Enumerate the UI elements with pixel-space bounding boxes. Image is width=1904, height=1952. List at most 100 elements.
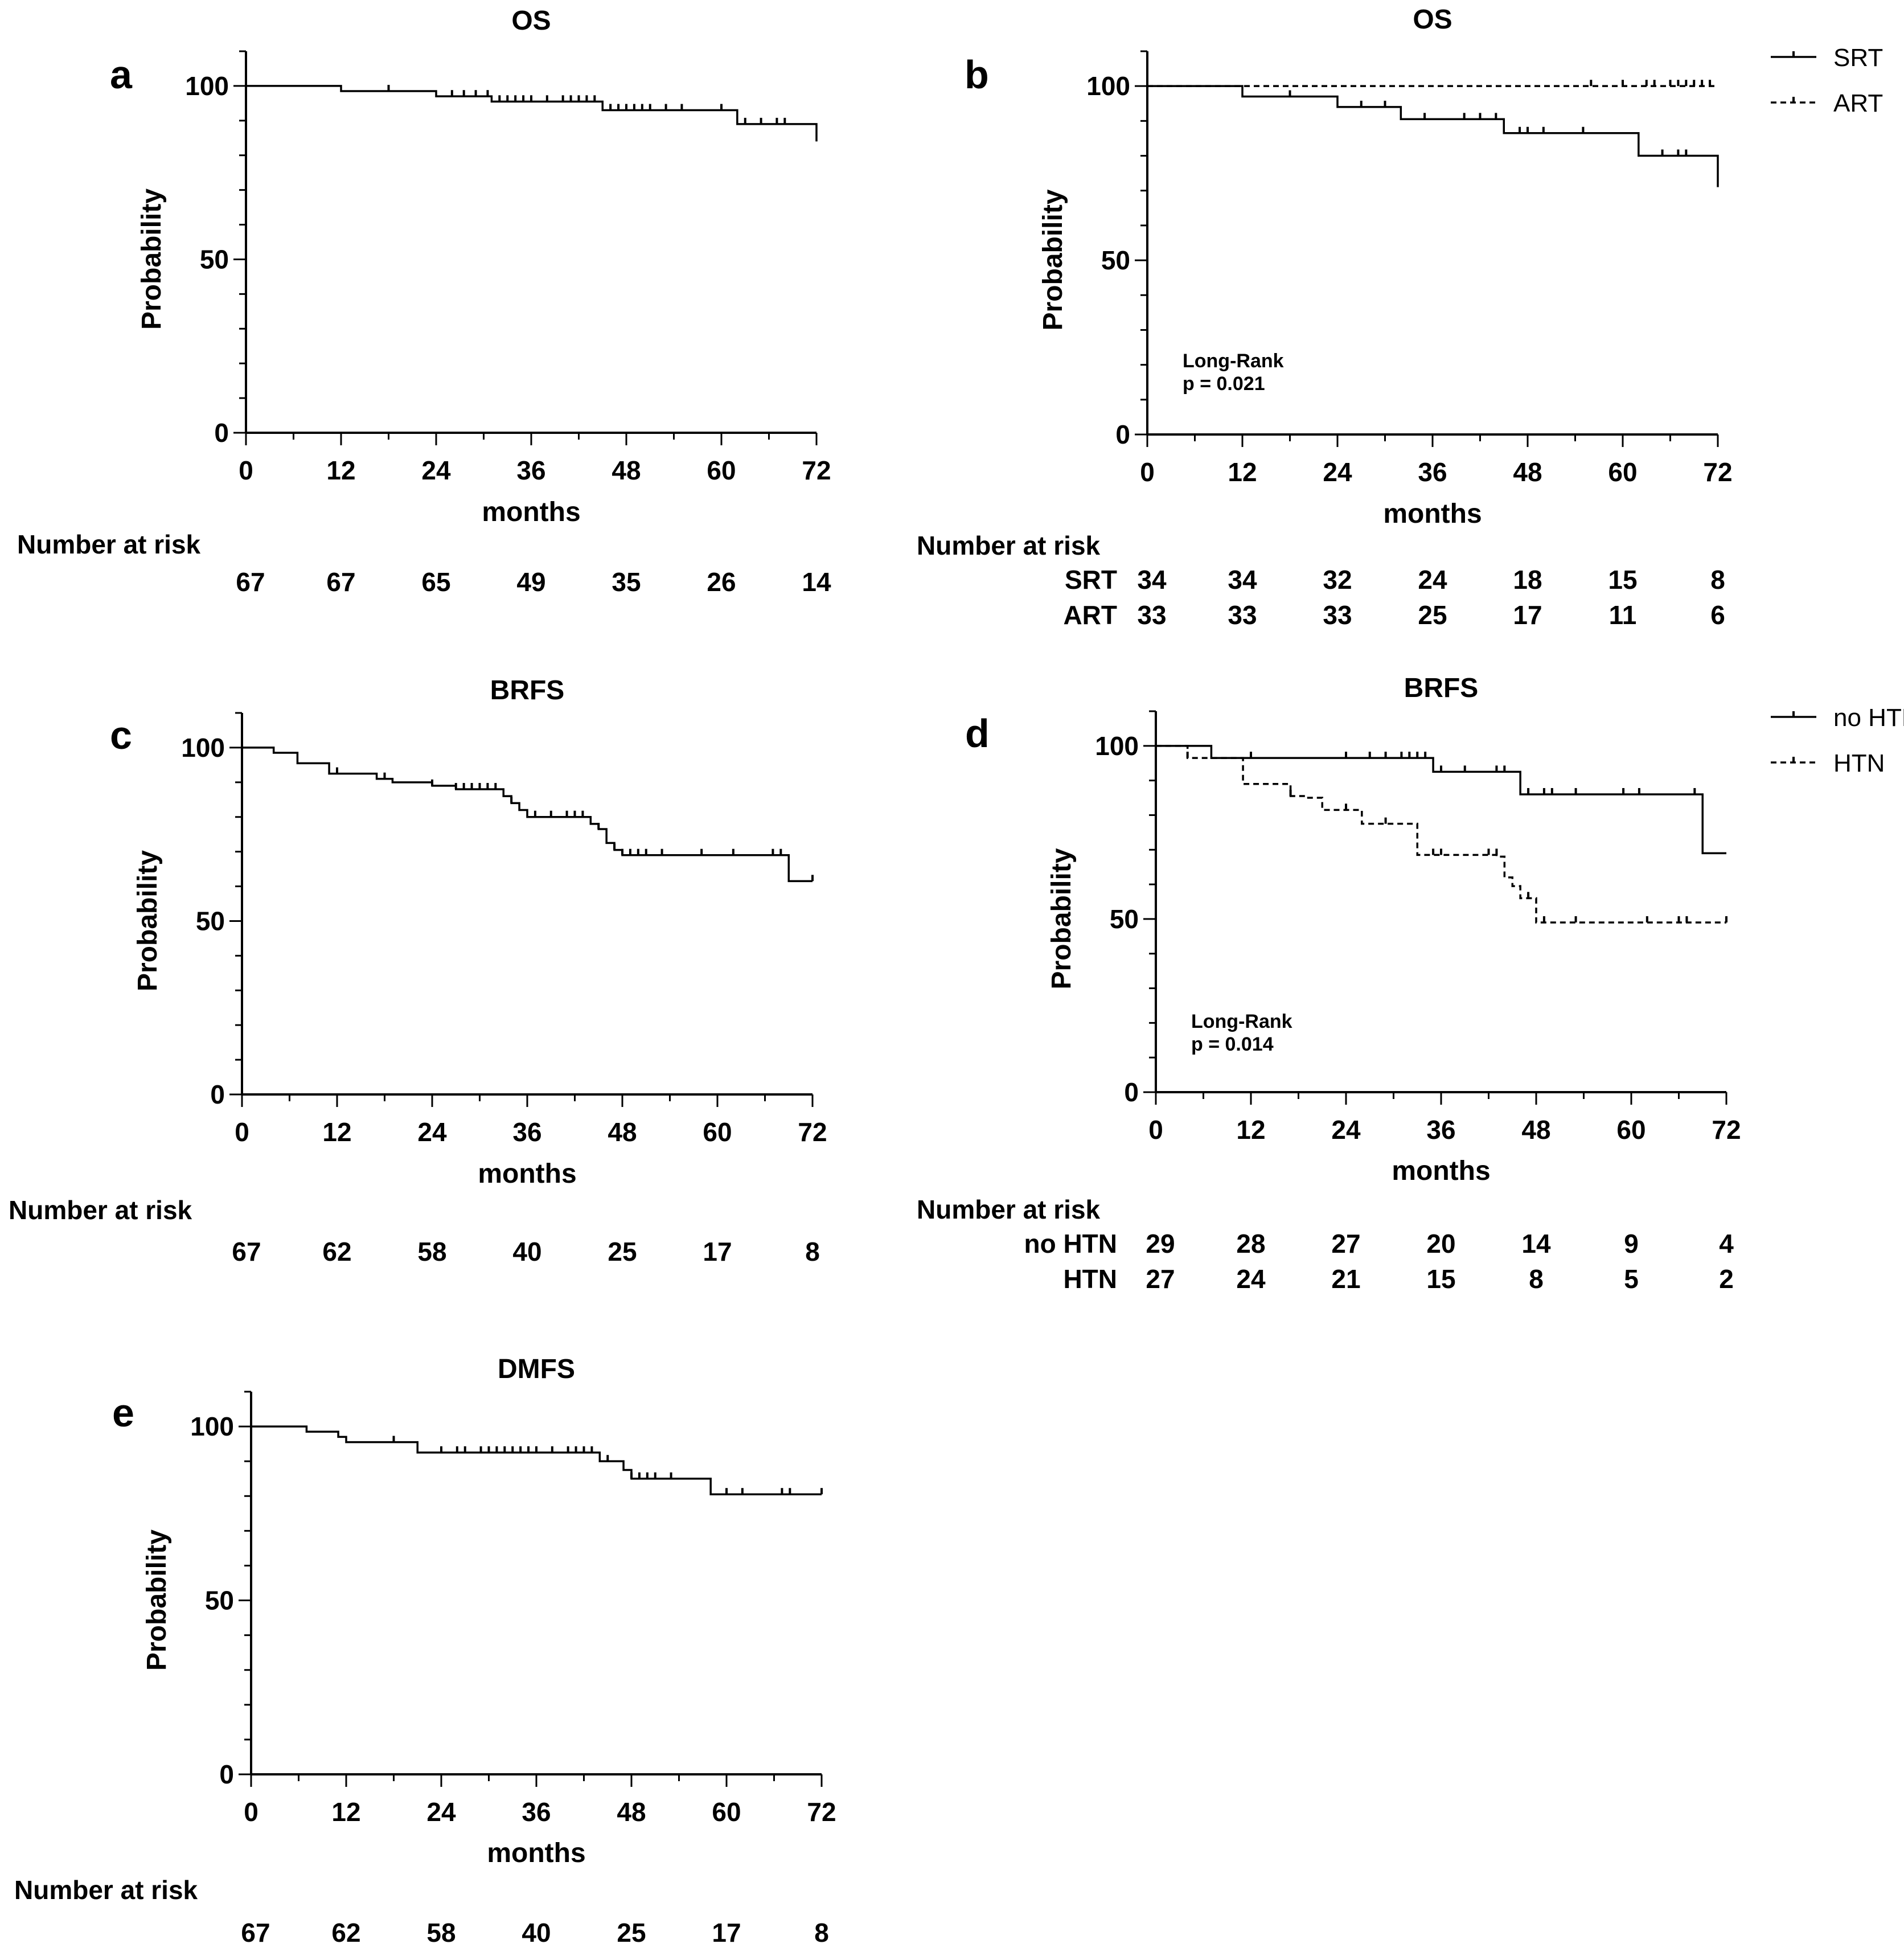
risk-table-header: Number at risk [9, 1195, 192, 1225]
x-axis-label: months [478, 1159, 576, 1189]
risk-count: 33 [1228, 600, 1257, 630]
risk-count: 14 [802, 567, 831, 597]
chart-title: BRFS [1404, 673, 1479, 703]
x-tick-label: 36 [1418, 457, 1447, 487]
x-tick-label: 0 [239, 456, 253, 485]
x-tick-label: 60 [712, 1797, 741, 1827]
risk-count: 35 [612, 567, 641, 597]
risk-count: 62 [331, 1918, 360, 1947]
risk-count: 8 [1710, 565, 1725, 594]
x-tick-label: 72 [1703, 457, 1732, 487]
y-tick-label: 0 [1115, 420, 1130, 449]
risk-count: 14 [1521, 1229, 1551, 1258]
y-axis-label: Probability [1038, 189, 1068, 330]
risk-count: 28 [1236, 1229, 1265, 1258]
y-tick-label: 0 [1124, 1077, 1139, 1107]
risk-count: 8 [1529, 1264, 1544, 1294]
x-tick-label: 60 [707, 456, 736, 485]
x-axis-label: months [1383, 499, 1482, 529]
x-tick-label: 48 [617, 1797, 646, 1827]
x-tick-label: 0 [1140, 457, 1155, 487]
y-tick-label: 0 [214, 418, 229, 448]
x-tick-label: 24 [417, 1117, 447, 1147]
y-tick-label: 0 [210, 1080, 225, 1109]
y-axis-label: Probability [142, 1529, 172, 1671]
risk-table-header: Number at risk [17, 530, 201, 559]
risk-row-label: SRT [1065, 565, 1117, 594]
panel-letter: b [965, 52, 989, 97]
risk-count: 15 [1426, 1264, 1455, 1294]
risk-count: 67 [232, 1237, 261, 1266]
legend-label: SRT [1833, 44, 1883, 72]
risk-count: 6 [1710, 600, 1725, 630]
legend-label: no HTN [1833, 704, 1904, 732]
x-tick-label: 24 [426, 1797, 456, 1827]
risk-count: 24 [1236, 1264, 1266, 1294]
panel-e: e DMFS 0 50 100 0 12 24 36 48 60 72 months Probabilit… [14, 1354, 836, 1947]
y-tick-label: 50 [1110, 904, 1139, 934]
annotation-pvalue: p = 0.014 [1191, 1034, 1274, 1055]
x-tick-label: 0 [244, 1797, 258, 1827]
panel-letter: a [110, 52, 133, 97]
series-line-no-htn [1156, 745, 1726, 855]
y-tick-label: 50 [196, 906, 225, 936]
chart-title: BRFS [490, 675, 565, 706]
annotation-pvalue: p = 0.021 [1183, 373, 1265, 395]
y-tick-label: 50 [1101, 245, 1130, 275]
y-axis-label: Probability [1047, 848, 1077, 989]
x-tick-label: 36 [516, 456, 545, 485]
legend-label: ART [1833, 89, 1883, 117]
x-tick-label: 0 [235, 1117, 249, 1147]
x-tick-label: 12 [322, 1117, 351, 1147]
risk-count: 17 [712, 1918, 741, 1947]
panel-a: a OS 0 50 100 0 12 24 36 48 60 72 months Probability N… [17, 6, 831, 597]
x-tick-label: 24 [1323, 457, 1352, 487]
risk-count: 67 [236, 567, 265, 597]
y-tick-label: 100 [181, 733, 225, 762]
panel-letter: c [110, 713, 132, 757]
risk-count: 67 [241, 1918, 270, 1947]
risk-count: 58 [426, 1918, 456, 1947]
risk-count: 11 [1609, 600, 1637, 630]
y-tick-label: 50 [200, 244, 229, 274]
series-line-main [246, 85, 818, 142]
risk-count: 25 [608, 1237, 637, 1266]
x-tick-label: 72 [807, 1797, 836, 1827]
y-tick-label: 100 [1095, 731, 1139, 761]
risk-count: 8 [814, 1918, 829, 1947]
risk-count: 25 [617, 1918, 646, 1947]
risk-count: 27 [1331, 1229, 1360, 1258]
x-tick-label: 60 [1608, 457, 1637, 487]
risk-count: 15 [1608, 565, 1637, 594]
risk-count: 9 [1624, 1229, 1639, 1258]
risk-count: 17 [1513, 600, 1542, 630]
risk-row-label: HTN [1063, 1264, 1117, 1294]
chart-title: OS [1413, 5, 1452, 35]
risk-count: 25 [1418, 600, 1447, 630]
panel-c: c BRFS 0 50 100 0 12 24 36 48 60 72 months Probabilit… [9, 675, 827, 1266]
series-line-htn [1156, 745, 1726, 924]
risk-count: 5 [1624, 1264, 1639, 1294]
x-tick-label: 60 [1616, 1115, 1646, 1145]
chart-title: DMFS [498, 1354, 575, 1384]
panel-b: b OS 0 50 100 0 12 24 36 48 60 72 months Probability S… [917, 5, 1883, 630]
risk-count: 27 [1146, 1264, 1175, 1294]
x-axis-label: months [1392, 1156, 1490, 1186]
risk-count: 21 [1331, 1264, 1360, 1294]
risk-count: 32 [1323, 565, 1352, 594]
risk-count: 67 [326, 567, 355, 597]
x-tick-label: 12 [331, 1797, 360, 1827]
panel-letter: e [112, 1391, 134, 1435]
risk-row-label: ART [1063, 600, 1117, 630]
risk-count: 62 [322, 1237, 351, 1266]
y-axis-label: Probability [137, 188, 167, 330]
x-tick-label: 36 [522, 1797, 551, 1827]
risk-row-label: no HTN [1024, 1229, 1117, 1258]
x-tick-label: 0 [1148, 1115, 1163, 1145]
x-tick-label: 72 [798, 1117, 827, 1147]
annotation-test: Long-Rank [1183, 350, 1284, 372]
series-line-main [251, 1425, 822, 1495]
risk-table-header: Number at risk [14, 1875, 198, 1905]
